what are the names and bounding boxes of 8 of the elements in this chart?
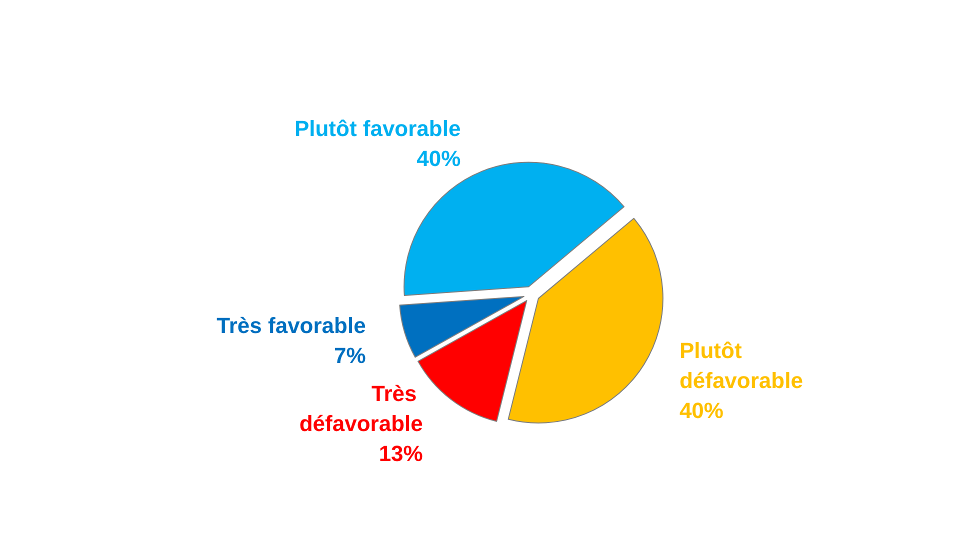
- slice-label: Très défavorable: [299, 380, 423, 436]
- data-label: 13%: [378, 440, 423, 466]
- slice-label: Très favorable: [216, 313, 366, 338]
- data-label: 40%: [416, 146, 461, 171]
- data-label: 7%: [334, 343, 366, 368]
- slice-label: Plutôt défavorable: [679, 338, 803, 393]
- slice-label: Plutôt favorable: [294, 116, 461, 141]
- data-label: 40%: [679, 398, 724, 423]
